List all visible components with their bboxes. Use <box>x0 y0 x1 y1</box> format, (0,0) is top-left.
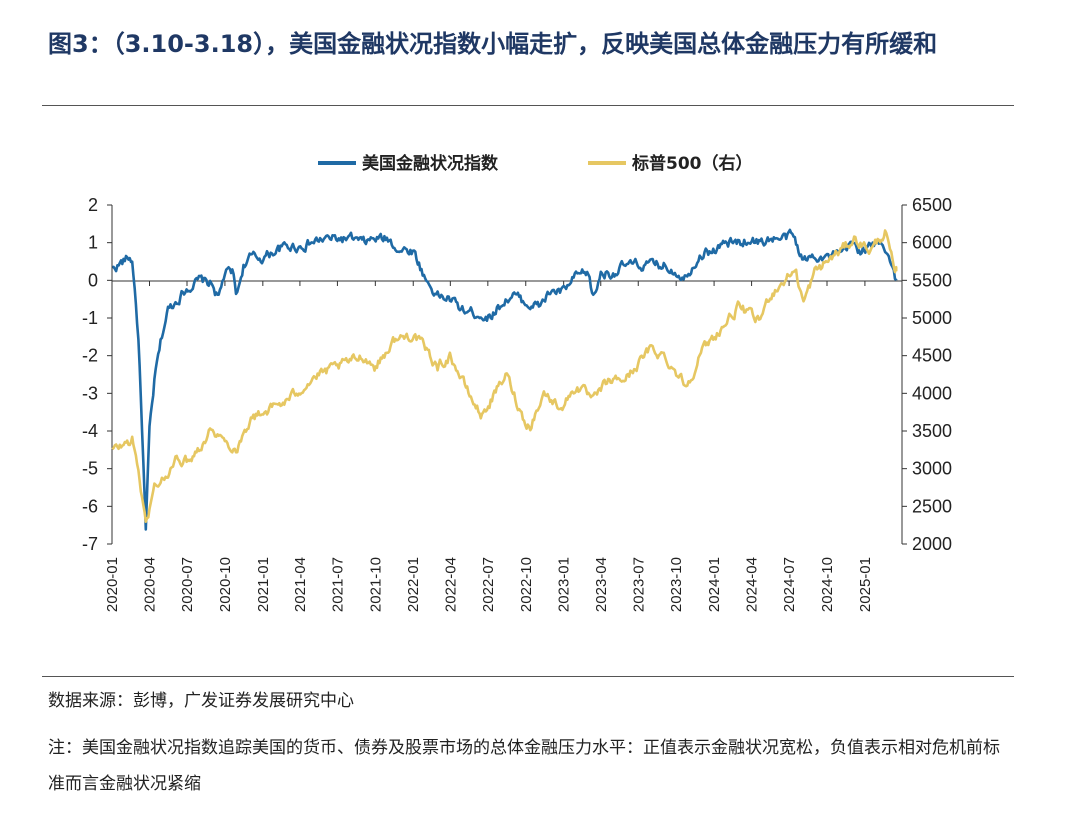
left-tick-label: -7 <box>82 534 98 554</box>
right-tick-label: 6000 <box>912 233 952 253</box>
source-note: 数据来源：彭博，广发证券发展研究中心 <box>48 691 354 711</box>
right-tick-label: 6500 <box>912 195 952 215</box>
right-tick-label: 2500 <box>912 496 952 516</box>
right-tick-label: 3000 <box>912 459 952 479</box>
x-tick-label: 2021-07 <box>329 557 346 612</box>
x-tick-label: 2024-04 <box>744 557 761 612</box>
x-tick-label: 2023-10 <box>668 557 685 612</box>
x-tick-label: 2021-10 <box>367 557 384 612</box>
legend-label-fci: 美国金融状况指数 <box>362 153 499 174</box>
legend: 美国金融状况指数 标普500（右） <box>318 153 753 174</box>
axes: 2 1 0 -1 -2 -3 -4 -5 -6 -7 6500 6000 5500 5000 4500 400… <box>82 195 952 612</box>
x-tick-label: 2022-01 <box>405 557 422 612</box>
x-tick-label: 2020-10 <box>217 557 234 612</box>
x-tick-label: 2022-10 <box>518 557 535 612</box>
left-tick-label: -1 <box>82 308 98 328</box>
bottom-divider <box>42 676 1014 677</box>
x-tick-label: 2023-07 <box>630 557 647 612</box>
left-tick-label: 0 <box>88 270 98 290</box>
right-tick-label: 3500 <box>912 421 952 441</box>
right-tick-label: 4000 <box>912 383 952 403</box>
chart: 美国金融状况指数 标普500（右） 2 1 0 -1 -2 -3 -4 -5 -6 -7 6500 60… <box>82 153 952 612</box>
plot-lines <box>111 228 898 531</box>
right-tick-label: 2000 <box>912 534 952 554</box>
spx-series-line <box>111 229 898 523</box>
x-tick-label: 2021-01 <box>255 557 272 612</box>
x-tick-label: 2024-01 <box>706 557 723 612</box>
left-tick-label: -6 <box>82 496 98 516</box>
fci-series-line <box>112 228 898 531</box>
left-tick-label: -4 <box>82 421 98 441</box>
x-tick-label: 2022-07 <box>480 557 497 612</box>
left-tick-label: -2 <box>82 346 98 366</box>
legend-label-spx: 标普500（右） <box>632 153 753 174</box>
x-tick-label: 2024-10 <box>819 557 836 612</box>
x-tick-label: 2020-01 <box>104 557 121 612</box>
x-tick-label: 2020-07 <box>179 557 196 612</box>
footnote: 注：美国金融状况指数追踪美国的货币、债券及股票市场的总体金融压力水平：正值表示金… <box>48 738 1000 794</box>
x-tick-label: 2024-07 <box>781 557 798 612</box>
right-tick-label: 5500 <box>912 270 952 290</box>
x-tick-label: 2022-04 <box>442 557 459 612</box>
x-tick-label: 2020-04 <box>142 557 159 612</box>
x-tick-label: 2023-04 <box>593 557 610 612</box>
right-tick-label: 5000 <box>912 308 952 328</box>
left-tick-label: -3 <box>82 383 98 403</box>
left-tick-label: 2 <box>88 195 98 215</box>
top-divider <box>42 105 1014 106</box>
right-tick-label: 4500 <box>912 346 952 366</box>
left-tick-label: 1 <box>88 233 98 253</box>
chart-title: 图3：（3.10-3.18），美国金融状况指数小幅走扩，反映美国总体金融压力有所… <box>48 30 938 58</box>
x-tick-label: 2025-01 <box>857 557 874 612</box>
x-tick-label: 2023-01 <box>556 557 573 612</box>
x-tick-label: 2021-04 <box>292 557 309 612</box>
left-tick-label: -5 <box>82 459 98 479</box>
